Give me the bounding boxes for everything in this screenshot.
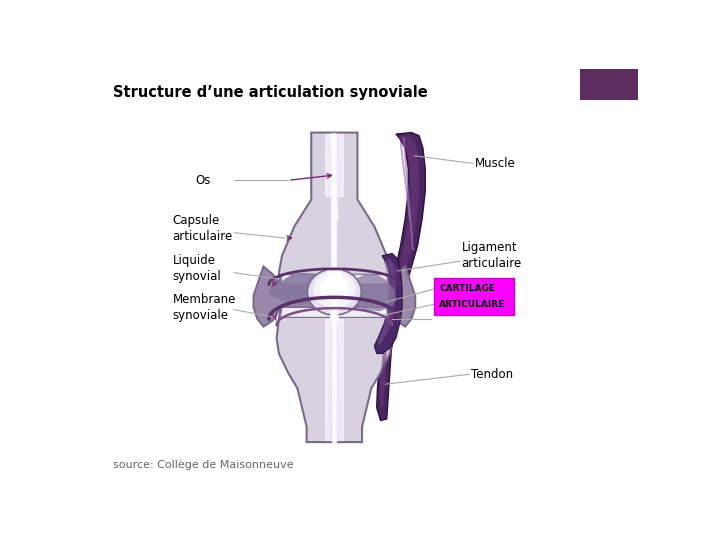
Text: CARTILAGE: CARTILAGE (439, 285, 495, 293)
Polygon shape (377, 259, 396, 346)
Text: ARTICULAIRE: ARTICULAIRE (439, 300, 505, 309)
Text: Muscle: Muscle (474, 157, 516, 170)
Text: Liquide
synovial: Liquide synovial (173, 254, 222, 284)
Polygon shape (377, 132, 426, 421)
Text: Capsule
articulaire: Capsule articulaire (173, 214, 233, 244)
Text: Tendon: Tendon (471, 368, 513, 381)
Text: Os: Os (196, 174, 211, 187)
Polygon shape (253, 267, 415, 327)
Ellipse shape (307, 269, 361, 315)
Polygon shape (281, 307, 388, 318)
Text: source: Collège de Maisonneuve: source: Collège de Maisonneuve (113, 460, 294, 470)
Polygon shape (269, 273, 319, 305)
FancyBboxPatch shape (433, 278, 514, 315)
Ellipse shape (313, 271, 356, 308)
Polygon shape (325, 134, 343, 197)
Text: Membrane
synoviale: Membrane synoviale (173, 293, 236, 322)
Polygon shape (279, 132, 390, 284)
Text: Ligament
articulaire: Ligament articulaire (462, 241, 522, 270)
Bar (580, 70, 638, 100)
Polygon shape (374, 253, 402, 354)
Ellipse shape (320, 275, 349, 301)
Polygon shape (379, 136, 419, 408)
Polygon shape (346, 274, 396, 311)
Polygon shape (325, 319, 343, 441)
Polygon shape (276, 307, 392, 442)
Text: Structure d’une articulation synoviale: Structure d’une articulation synoviale (113, 85, 428, 100)
Polygon shape (281, 274, 388, 284)
